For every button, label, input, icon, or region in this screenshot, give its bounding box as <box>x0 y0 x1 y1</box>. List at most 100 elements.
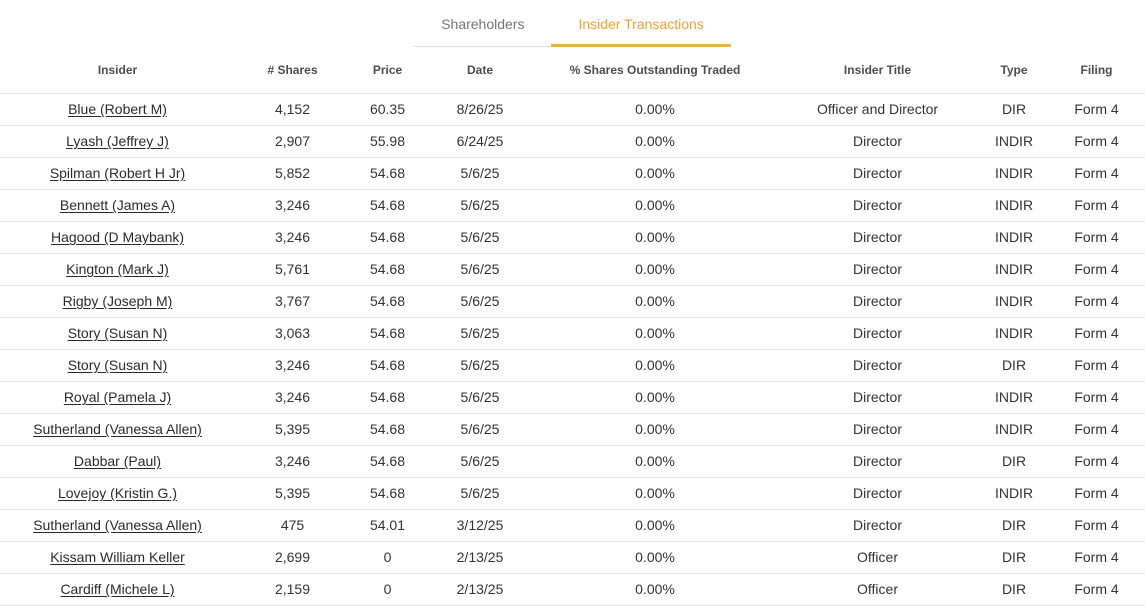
filing-cell: Form 4 <box>1048 157 1145 190</box>
insider-link[interactable]: Lovejoy (Kristin G.) <box>57 485 178 501</box>
filing-cell: Form 4 <box>1048 285 1145 318</box>
insider-cell: Hagood (D Maybank) <box>0 221 235 254</box>
filing-cell: Form 4 <box>1048 541 1145 574</box>
table-row: Lovejoy (Kristin G.) 5,395 54.68 5/6/25 0.00… <box>0 477 1145 510</box>
price-cell: 55.98 <box>350 125 425 158</box>
header-row: Insider # Shares Price Date % Shares Out… <box>0 47 1145 94</box>
insider-link[interactable]: Rigby (Joseph M) <box>62 293 173 309</box>
type-cell: INDIR <box>980 253 1048 286</box>
shares-cell: 5,761 <box>235 253 350 286</box>
date-cell: 2/13/25 <box>425 573 535 606</box>
shares-cell: 5,395 <box>235 413 350 446</box>
pct-outstanding-cell: 0.00% <box>535 221 775 254</box>
filing-cell: Form 4 <box>1048 317 1145 350</box>
shares-cell: 3,246 <box>235 189 350 222</box>
table-header: Insider # Shares Price Date % Shares Out… <box>0 47 1145 94</box>
filing-cell: Form 4 <box>1048 125 1145 158</box>
price-cell: 60.35 <box>350 93 425 126</box>
insider-title-cell: Officer <box>775 573 980 606</box>
filing-cell: Form 4 <box>1048 445 1145 478</box>
insider-link[interactable]: Royal (Pamela J) <box>63 389 172 405</box>
col-header-insider-title: Insider Title <box>775 47 980 94</box>
price-cell: 54.68 <box>350 157 425 190</box>
type-cell: INDIR <box>980 381 1048 414</box>
price-cell: 54.68 <box>350 221 425 254</box>
pct-outstanding-cell: 0.00% <box>535 509 775 542</box>
tab-insider-transactions[interactable]: Insider Transactions <box>551 1 731 47</box>
shares-cell: 2,159 <box>235 573 350 606</box>
type-cell: INDIR <box>980 285 1048 318</box>
filing-cell: Form 4 <box>1048 477 1145 510</box>
insider-cell: Story (Susan N) <box>0 349 235 382</box>
insider-link[interactable]: Bennett (James A) <box>59 197 176 213</box>
pct-outstanding-cell: 0.00% <box>535 349 775 382</box>
insider-cell: Rigby (Joseph M) <box>0 285 235 318</box>
insider-cell: Royal (Pamela J) <box>0 381 235 414</box>
insider-link[interactable]: Lyash (Jeffrey J) <box>66 133 169 149</box>
date-cell: 5/6/25 <box>425 253 535 286</box>
pct-outstanding-cell: 0.00% <box>535 253 775 286</box>
insider-cell: Kissam William Keller <box>0 541 235 574</box>
pct-outstanding-cell: 0.00% <box>535 445 775 478</box>
filing-cell: Form 4 <box>1048 189 1145 222</box>
type-cell: DIR <box>980 445 1048 478</box>
insider-link[interactable]: Spilman (Robert H Jr) <box>49 165 186 181</box>
table-row: Rigby (Joseph M) 3,767 54.68 5/6/25 0.00% Dir… <box>0 285 1145 318</box>
price-cell: 54.68 <box>350 477 425 510</box>
insider-link[interactable]: Story (Susan N) <box>67 325 168 341</box>
date-cell: 5/6/25 <box>425 157 535 190</box>
insider-title-cell: Director <box>775 125 980 158</box>
pct-outstanding-cell: 0.00% <box>535 413 775 446</box>
insider-link[interactable]: Sutherland (Vanessa Allen) <box>33 421 202 437</box>
price-cell: 0 <box>350 541 425 574</box>
pct-outstanding-cell: 0.00% <box>535 477 775 510</box>
shares-cell: 2,907 <box>235 125 350 158</box>
date-cell: 3/12/25 <box>425 509 535 542</box>
insider-link[interactable]: Story (Susan N) <box>67 357 168 373</box>
insider-link[interactable]: Blue (Robert M) <box>68 101 167 117</box>
col-header-shares: # Shares <box>235 47 350 94</box>
insider-link[interactable]: Hagood (D Maybank) <box>50 229 185 245</box>
pct-outstanding-cell: 0.00% <box>535 381 775 414</box>
date-cell: 5/6/25 <box>425 221 535 254</box>
insider-title-cell: Director <box>775 477 980 510</box>
insider-cell: Cardiff (Michele L) <box>0 573 235 606</box>
insider-cell: Lyash (Jeffrey J) <box>0 125 235 158</box>
type-cell: INDIR <box>980 189 1048 222</box>
insider-link[interactable]: Kissam William Keller <box>50 549 185 565</box>
date-cell: 5/6/25 <box>425 445 535 478</box>
pct-outstanding-cell: 0.00% <box>535 573 775 606</box>
table-row: Dabbar (Paul) 3,246 54.68 5/6/25 0.00% Direct… <box>0 445 1145 478</box>
filing-cell: Form 4 <box>1048 253 1145 286</box>
price-cell: 54.68 <box>350 189 425 222</box>
insider-link[interactable]: Sutherland (Vanessa Allen) <box>33 517 202 533</box>
filing-cell: Form 4 <box>1048 381 1145 414</box>
col-header-date: Date <box>425 47 535 94</box>
insider-link[interactable]: Kington (Mark J) <box>66 261 169 277</box>
shares-cell: 2,699 <box>235 541 350 574</box>
pct-outstanding-cell: 0.00% <box>535 189 775 222</box>
insider-title-cell: Director <box>775 253 980 286</box>
insider-title-cell: Director <box>775 221 980 254</box>
price-cell: 54.68 <box>350 381 425 414</box>
insider-title-cell: Director <box>775 413 980 446</box>
table-row: Lyash (Jeffrey J) 2,907 55.98 6/24/25 0.00% D… <box>0 125 1145 158</box>
type-cell: INDIR <box>980 125 1048 158</box>
filing-cell: Form 4 <box>1048 349 1145 382</box>
tab-shareholders[interactable]: Shareholders <box>414 1 552 47</box>
price-cell: 0 <box>350 573 425 606</box>
insider-cell: Sutherland (Vanessa Allen) <box>0 509 235 542</box>
insider-link[interactable]: Cardiff (Michele L) <box>60 581 175 597</box>
insider-link[interactable]: Dabbar (Paul) <box>73 453 162 469</box>
date-cell: 2/13/25 <box>425 541 535 574</box>
col-header-price: Price <box>350 47 425 94</box>
col-header-filing: Filing <box>1048 47 1145 94</box>
type-cell: INDIR <box>980 221 1048 254</box>
insider-title-cell: Director <box>775 509 980 542</box>
insider-title-cell: Director <box>775 445 980 478</box>
col-header-type: Type <box>980 47 1048 94</box>
date-cell: 5/6/25 <box>425 349 535 382</box>
price-cell: 54.68 <box>350 445 425 478</box>
date-cell: 6/24/25 <box>425 125 535 158</box>
insider-title-cell: Director <box>775 317 980 350</box>
